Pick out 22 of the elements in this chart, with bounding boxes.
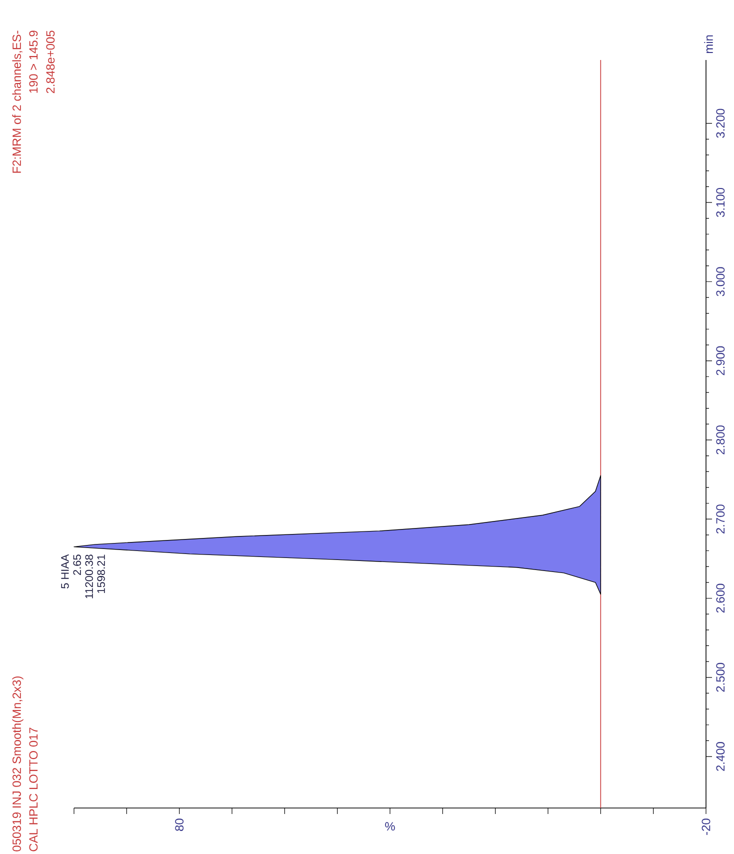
- text: 2.848e+005: [46, 30, 55, 94]
- y-tick-label: 2.500: [716, 662, 725, 692]
- text: F2:MRM of 2 channels,ES-: [12, 30, 22, 173]
- y-tick-label: 2.700: [716, 504, 725, 534]
- y-tick-label: 2.600: [716, 584, 725, 613]
- x-tick-label: 80: [175, 818, 184, 831]
- y-tick-label: 3.000: [716, 267, 725, 296]
- annotation: 11200.38: [85, 554, 93, 598]
- annotation: 1598.21: [97, 554, 105, 593]
- text: 050319 INJ 032 Smooth(Mn,2x3): [12, 676, 24, 852]
- y-tick-label: 2.800: [716, 425, 725, 454]
- y-tick-label: 3.100: [716, 188, 725, 217]
- y-tick-label: 2.900: [716, 346, 725, 376]
- y-axis-title: min: [704, 35, 713, 54]
- text: 190 > 145.9: [29, 30, 38, 93]
- annotation: 2.65: [73, 554, 81, 575]
- text: 5 HIAA: [61, 554, 69, 588]
- x-tick-label: -20: [702, 818, 710, 835]
- x-axis-title: %: [385, 822, 395, 831]
- y-tick-label: 3.200: [716, 108, 725, 138]
- text: CAL HPLC LOTTO 017: [29, 728, 38, 852]
- y-tick-label: 2.400: [716, 742, 725, 771]
